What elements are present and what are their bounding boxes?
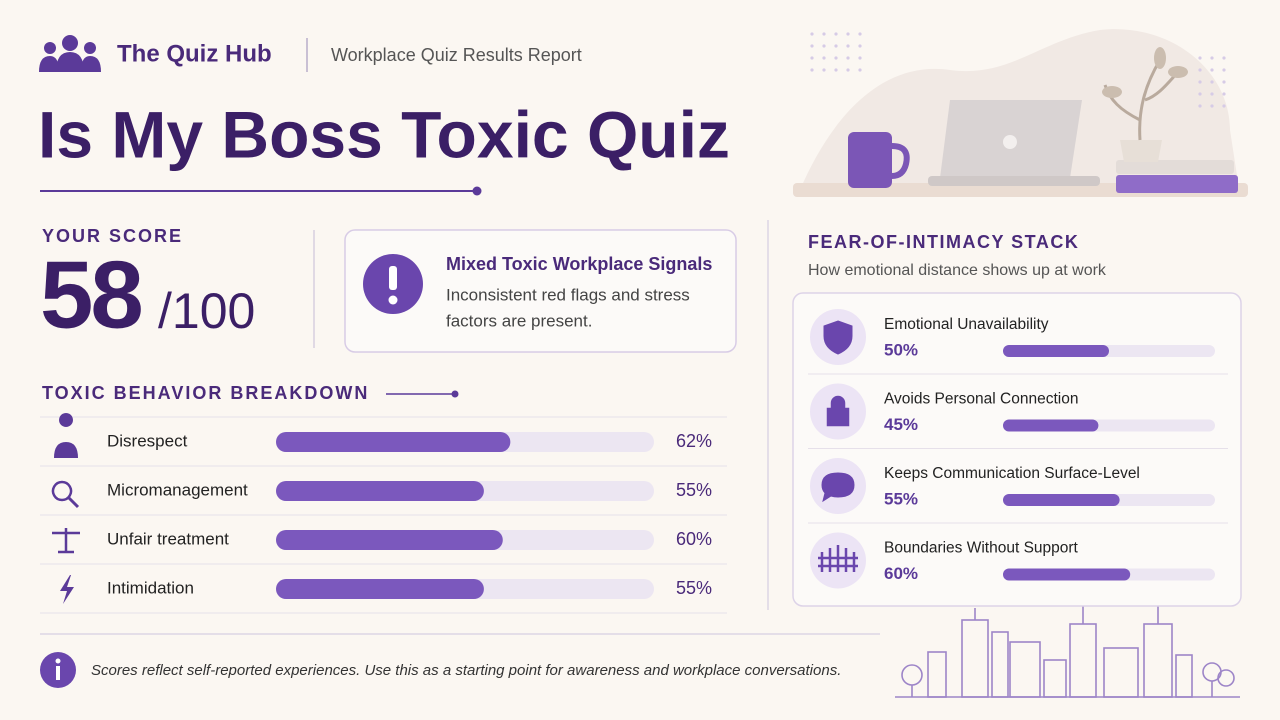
row-icon [818,545,858,572]
row-label: Micromanagement [107,480,248,499]
dot [1222,56,1226,60]
row-label: Unfair treatment [107,529,229,548]
dot [858,68,862,72]
row-label: Emotional Unavailability [884,316,1049,333]
row-icon [52,528,80,554]
verdict-card [344,229,737,353]
info-icon-dot [55,658,61,664]
row-label: Keeps Communication Surface-Level [884,465,1140,482]
dot [846,56,850,60]
dot [834,56,838,60]
footer-note: Scores reflect self-reported experiences… [91,662,841,679]
dot [810,68,814,72]
value-label: 45% [884,415,918,434]
value-label: 55% [676,578,712,598]
page-title: Is My Boss Toxic Quiz [38,97,730,171]
dot [834,32,838,36]
dot [810,56,814,60]
dot [1222,68,1226,72]
dot [810,32,814,36]
dot [846,44,850,48]
dot [1210,68,1214,72]
dot [1210,80,1214,84]
verdict-title: Mixed Toxic Workplace Signals [446,254,712,274]
info-icon-bar [56,666,60,680]
value-label: 60% [884,564,918,583]
score-value: 58 [40,241,141,348]
row-icon [54,413,78,458]
dot-pattern [810,32,1226,108]
dot [1210,92,1214,96]
row-icon [51,480,73,502]
score-total: /100 [158,283,255,339]
dot [1222,80,1226,84]
verdict-description: Inconsistent red flags and stress [446,285,690,304]
stack-subtitle: How emotional distance shows up at work [808,262,1107,279]
title-underline-dot [472,186,482,196]
brand-logo [39,35,101,72]
value-label: 60% [676,529,712,549]
bar [1003,419,1099,432]
row-icon [60,575,74,604]
row-label: Avoids Personal Connection [884,391,1078,408]
dot [1198,80,1202,84]
score-heading: YOUR SCORE [42,226,183,246]
stack-card [792,292,1242,607]
dot [858,32,862,36]
bar [1003,345,1109,357]
value-label: 55% [884,489,918,508]
dot [846,68,850,72]
dot [834,68,838,72]
dot [1198,92,1202,96]
verdict-description: factors are present. [446,311,592,330]
row-icon [821,472,855,503]
dot [1222,104,1226,108]
dot [1198,56,1202,60]
value-label: 50% [884,340,918,359]
breakdown-heading: TOXIC BEHAVIOR BREAKDOWN [42,383,369,403]
desk-illustration [793,29,1248,197]
dot [1198,68,1202,72]
bar [1003,568,1131,581]
dot [846,32,850,36]
dot [810,44,814,48]
dot [1198,104,1202,108]
row-icon [826,395,850,427]
dot [858,44,862,48]
row-label: Disrespect [107,431,188,450]
bar [276,481,484,501]
dot [1210,104,1214,108]
verdict-icon-dot [388,295,398,305]
brand-name: The Quiz Hub [117,40,272,67]
dot [1222,92,1226,96]
bar [1003,494,1120,506]
dot [822,44,826,48]
dot [822,56,826,60]
heading-rule-dot [451,390,459,398]
value-label: 62% [676,431,712,451]
row-icon [66,495,80,509]
bar [276,579,484,599]
dot [1210,56,1214,60]
city-skyline [895,600,1240,698]
row-label: Intimidation [107,578,194,597]
dot [822,32,826,36]
value-label: 55% [676,480,712,500]
bar [276,530,503,550]
row-label: Boundaries Without Support [884,540,1079,557]
report-type: Workplace Quiz Results Report [331,45,582,65]
verdict-icon-mark [389,266,397,290]
row-icon [823,320,853,355]
bar [276,432,511,452]
dot [822,68,826,72]
stack-heading: FEAR-OF-INTIMACY STACK [808,232,1079,252]
dot [858,56,862,60]
dot [834,44,838,48]
